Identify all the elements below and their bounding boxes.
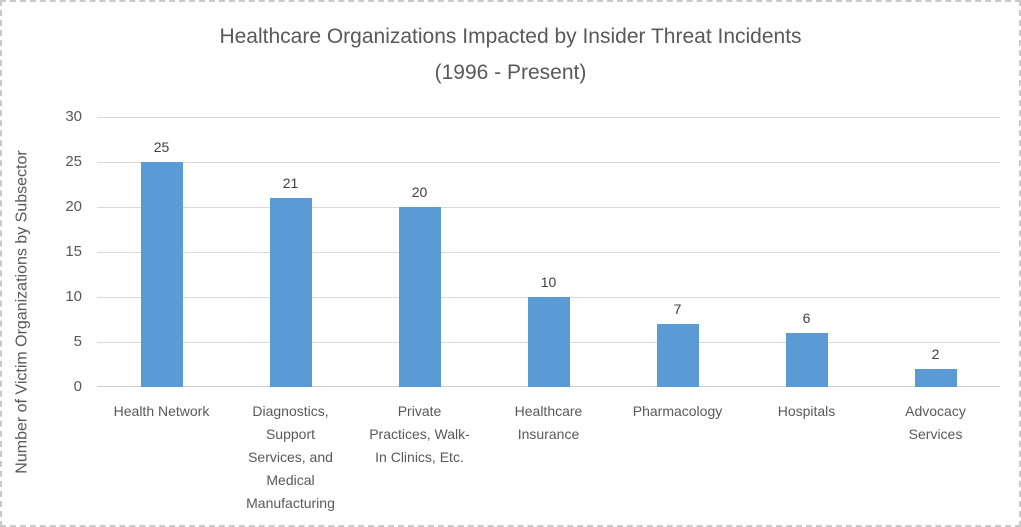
y-axis-tick-label: 25 xyxy=(65,153,82,170)
x-axis-category-label: Healthcare Insurance xyxy=(514,403,583,442)
chart-title: Healthcare Organizations Impacted by Ins… xyxy=(2,19,1019,91)
plot-area: 25 21 20 10 7 6 2 xyxy=(97,117,1000,387)
bar-value-label: 21 xyxy=(282,175,299,191)
x-axis: Health Network Diagnostics, Support Servi… xyxy=(97,400,1000,525)
y-axis-tick-label: 0 xyxy=(73,378,82,395)
bar xyxy=(914,369,957,387)
bar-value-label: 25 xyxy=(153,139,170,155)
y-axis-tick-label: 20 xyxy=(65,198,82,215)
bar xyxy=(398,207,441,387)
x-axis-category-label: Diagnostics, Support Services, and Medic… xyxy=(246,403,335,511)
y-axis-tick-label: 15 xyxy=(65,243,82,260)
bar-value-label: 20 xyxy=(411,184,428,200)
bar xyxy=(785,333,828,387)
gridline xyxy=(97,252,1000,253)
bar xyxy=(527,297,570,387)
x-axis-category-label: Pharmacology xyxy=(632,403,723,419)
y-axis-tick-label: 10 xyxy=(65,288,82,305)
y-axis-tick-label: 5 xyxy=(73,333,82,350)
x-axis-category-label: Hospitals xyxy=(777,403,836,419)
gridline xyxy=(97,207,1000,208)
bar-value-label: 6 xyxy=(802,310,811,326)
x-axis-category-label: Private Practices, Walk- In Clinics, Etc… xyxy=(369,403,470,465)
gridline xyxy=(97,117,1000,118)
gridline xyxy=(97,162,1000,163)
chart-title-line-2: (1996 - Present) xyxy=(434,61,587,84)
x-axis-category-label: Health Network xyxy=(113,403,210,419)
bar-value-label: 2 xyxy=(931,346,940,362)
bar xyxy=(656,324,699,387)
x-axis-category-label: Advocacy Services xyxy=(905,403,966,442)
bar-value-label: 7 xyxy=(673,301,682,317)
bar-value-label: 10 xyxy=(540,274,557,290)
bar xyxy=(140,162,183,387)
y-axis-tick-label: 30 xyxy=(65,108,82,125)
bar xyxy=(269,198,312,387)
chart-title-line-1: Healthcare Organizations Impacted by Ins… xyxy=(219,25,802,48)
